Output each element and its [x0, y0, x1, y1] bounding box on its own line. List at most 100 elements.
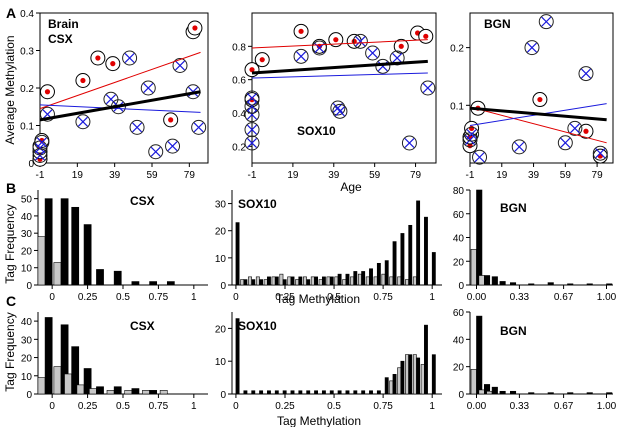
trend-line	[39, 90, 201, 122]
trend-line	[251, 72, 428, 79]
data-point-blue-x	[569, 123, 580, 134]
data-point-circle	[311, 40, 327, 56]
data-point-circle	[401, 135, 417, 151]
data-point-circle	[244, 122, 260, 138]
bar-black	[547, 392, 554, 395]
bar-gray	[76, 384, 85, 395]
bar-black	[251, 390, 256, 395]
data-point-circle	[389, 50, 405, 66]
chart-b2: 0 10 20 30 0 0.25 0.5 0.75 1 SOX10	[215, 190, 442, 303]
trend-line	[469, 106, 607, 144]
bar-black	[329, 276, 334, 286]
bar-black	[83, 224, 92, 286]
bar-gray	[470, 369, 477, 395]
bar-gray	[412, 276, 417, 286]
x-tick-label: 0.5	[116, 401, 130, 412]
data-point-red-dot	[168, 117, 174, 123]
bar-black	[416, 200, 421, 286]
data-point-blue-x	[193, 122, 204, 133]
x-tick-label: 59	[146, 170, 158, 181]
data-point-blue-x	[246, 109, 258, 120]
bar-black	[290, 390, 295, 395]
bar-gray	[53, 366, 62, 395]
data-point-blue-x	[246, 101, 258, 112]
bar-black	[384, 260, 389, 286]
x-tick-label: 0.5	[116, 292, 130, 303]
x-tick-label: 1	[429, 292, 435, 303]
bar-gray	[106, 390, 115, 395]
bar-gray	[64, 373, 72, 395]
x-tick-label: 19	[287, 170, 299, 181]
bar-black	[424, 216, 428, 286]
bar-black	[282, 390, 287, 395]
data-point-red-dot	[333, 37, 339, 43]
data-point-blue-x	[514, 141, 525, 152]
y-tick-label: 80	[453, 186, 465, 197]
data-point-blue-x	[167, 141, 178, 152]
bar-gray	[53, 262, 62, 286]
x-tick-label: 0.5	[327, 292, 341, 303]
data-point-blue-x	[174, 60, 186, 71]
row-c-y-axis-label: Tag Frequency	[3, 312, 17, 391]
data-point-circle	[191, 119, 207, 135]
x-tick-label: 59	[369, 170, 381, 181]
data-point-circle	[592, 145, 608, 161]
bar-black	[235, 222, 240, 286]
data-point-red-dot	[95, 55, 101, 61]
bar-black	[491, 276, 498, 286]
x-tick-label: 79	[184, 170, 196, 181]
data-point-blue-x	[124, 52, 135, 64]
data-point-blue-x	[36, 137, 47, 148]
x-tick-label: 1	[191, 401, 197, 412]
bar-black	[400, 233, 405, 286]
panel-label-c: C	[6, 293, 16, 309]
chart-c1: 0 10 20 30 40 0 0.25 0.5 0.75 1 CSX	[21, 312, 208, 412]
data-point-red-dot	[468, 125, 475, 131]
data-point-blue-x	[392, 52, 403, 64]
data-point-circle	[464, 126, 480, 142]
y-tick-label: 0.1	[20, 122, 34, 133]
y-tick-label: 0.2	[20, 84, 34, 95]
bar-black	[113, 270, 122, 286]
y-tick-label: 10	[21, 264, 33, 275]
bar-black	[337, 390, 342, 395]
bar-gray	[326, 276, 331, 286]
data-point-circle	[375, 58, 391, 74]
y-tick-label: 0	[28, 159, 34, 170]
chart-c2: 0 10 20 0 0.25 0.5 0.75 1 SOX10	[215, 312, 442, 412]
bar-gray	[365, 276, 370, 286]
bar-black	[113, 386, 122, 395]
data-point-red-dot	[298, 28, 304, 34]
data-point-blue-x	[246, 124, 258, 135]
data-point-blue-x	[422, 82, 433, 94]
x-tick-label: 0.25	[78, 292, 98, 303]
y-tick-label: 50	[21, 195, 33, 206]
bar-black	[298, 276, 303, 286]
y-tick-label: 30	[21, 229, 33, 240]
x-tick-label: 0.33	[510, 292, 530, 303]
x-tick-label: 0.67	[554, 292, 574, 303]
bar-black	[376, 390, 381, 395]
bar-gray	[159, 390, 168, 395]
bar-gray	[295, 279, 300, 286]
bar-gray	[350, 276, 354, 286]
y-tick-label: 20	[453, 257, 465, 268]
data-point-circle	[293, 48, 309, 64]
row-a-x-axis-label: Age	[340, 180, 362, 194]
bar-gray	[334, 276, 339, 286]
y-tick-label: 0.3	[20, 47, 34, 58]
bar-black	[353, 390, 358, 395]
bar-black	[314, 390, 318, 395]
data-point-blue-x	[466, 129, 477, 140]
bar-gray	[412, 354, 417, 395]
y-tick-label: 0	[26, 390, 32, 401]
bar-black	[476, 189, 483, 286]
bar-black	[274, 390, 279, 395]
data-point-circle	[75, 114, 91, 130]
panel-title: SOX10	[238, 197, 277, 211]
data-point-circle	[352, 33, 368, 49]
data-point-circle	[39, 106, 55, 122]
panel-title: BGN	[500, 324, 527, 338]
data-point-red-dot	[80, 77, 86, 84]
y-tick-label: 40	[21, 317, 33, 328]
